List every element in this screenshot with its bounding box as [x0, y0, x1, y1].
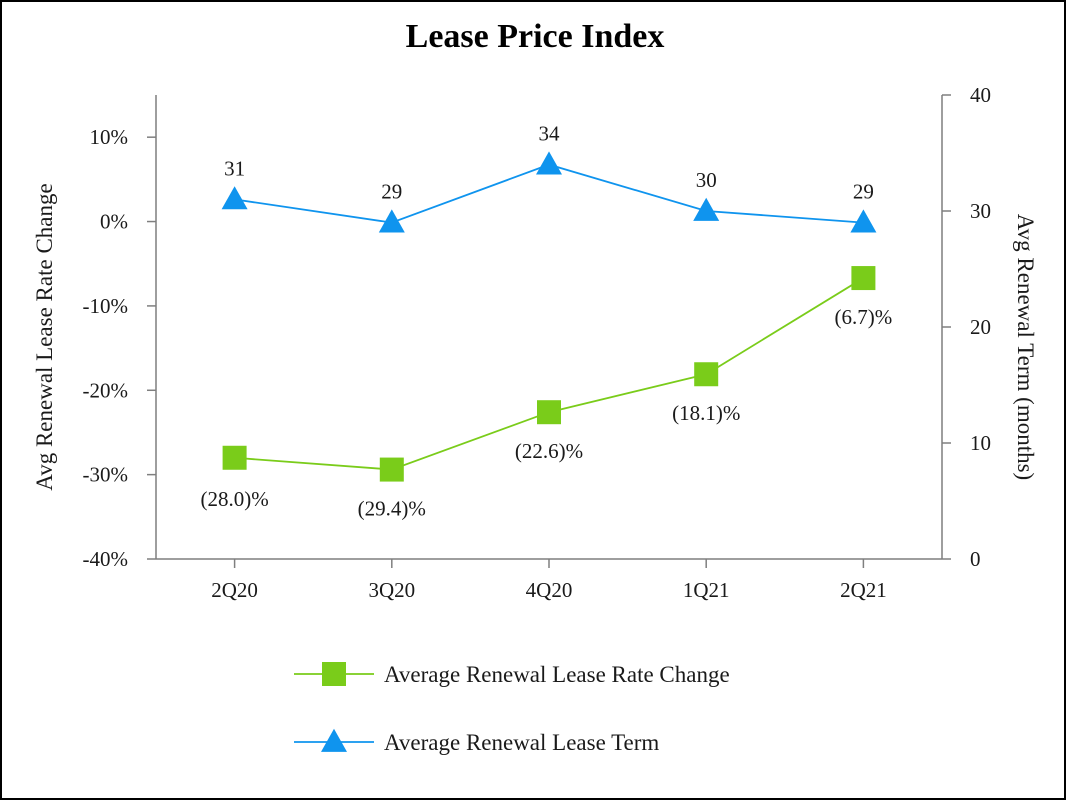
lease-term-point — [693, 197, 720, 221]
chart-title: Lease Price Index — [405, 18, 665, 55]
lease-term-point — [850, 209, 877, 233]
right-axis-tick-label: 10 — [970, 431, 991, 455]
lease-term-data-label: 29 — [381, 180, 402, 204]
lease-term-point — [378, 209, 405, 233]
rate-change-data-label: (18.1)% — [672, 401, 740, 425]
lease-term-data-label: 30 — [696, 168, 717, 192]
rate-change-point — [851, 266, 876, 291]
lease-term-point — [536, 151, 562, 175]
x-axis-tick-label: 3Q20 — [368, 578, 415, 602]
rate-change-data-label: (6.7)% — [835, 305, 893, 329]
left-axis-tick-label: -40% — [83, 547, 129, 571]
rate-change-data-label: (29.4)% — [358, 497, 426, 521]
x-axis-tick-label: 1Q21 — [683, 578, 730, 602]
x-axis-tick-label: 2Q21 — [840, 578, 887, 602]
left-axis-tick-label: 10% — [90, 125, 129, 149]
rate-change-point — [537, 400, 561, 425]
lease-term-data-label: 31 — [224, 156, 245, 180]
rate-change-point — [694, 362, 719, 387]
left-axis-tick-label: 0% — [100, 210, 128, 234]
x-axis-tick-label: 2Q20 — [211, 578, 258, 602]
lease-term-data-label: 29 — [853, 180, 874, 204]
legend-triangle-marker — [321, 728, 347, 752]
left-axis-tick-label: -20% — [83, 378, 129, 402]
legend-label: Average Renewal Lease Rate Change — [384, 662, 730, 687]
right-axis-tick-label: 0 — [970, 547, 981, 571]
lease-term-point — [221, 186, 248, 210]
lease-term-data-label: 34 — [539, 122, 561, 146]
rate-change-data-label: (28.0)% — [200, 487, 268, 511]
rate-change-data-label: (22.6)% — [515, 439, 583, 463]
right-axis-title: Avg Renewal Term (months) — [1013, 214, 1038, 480]
left-axis-tick-label: -30% — [83, 463, 129, 487]
right-axis-tick-label: 20 — [970, 315, 991, 339]
x-axis-tick-label: 4Q20 — [526, 578, 573, 602]
right-axis-tick-label: 30 — [970, 199, 991, 223]
right-axis-tick-label: 40 — [970, 83, 991, 107]
left-axis-tick-label: -10% — [83, 294, 129, 318]
rate-change-point — [379, 457, 404, 482]
left-axis-title: Avg Renewal Lease Rate Change — [32, 183, 57, 490]
legend-square-marker — [322, 662, 346, 686]
rate-change-point — [222, 445, 247, 470]
legend-label: Average Renewal Lease Term — [384, 730, 659, 755]
